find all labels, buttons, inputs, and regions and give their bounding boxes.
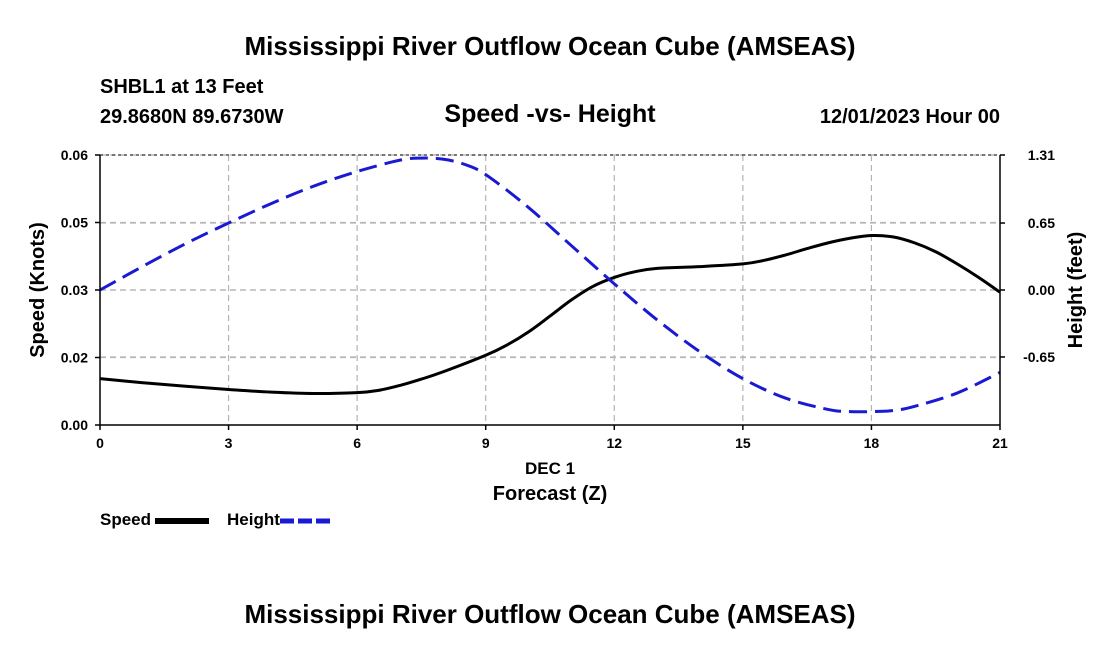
x-tick-label: 18 xyxy=(864,435,880,451)
forecast-date: 12/01/2023 Hour 00 xyxy=(819,106,1000,128)
y-left-tick-label: 0.06 xyxy=(61,147,88,163)
x-tick-label: 15 xyxy=(735,435,751,451)
station-label: SHBL1 at 13 Feet xyxy=(100,76,264,98)
legend-height-swatch xyxy=(279,518,334,524)
y-right-tick-label: -0.65 xyxy=(1023,349,1055,365)
y-axis-left-label: Speed (Knots) xyxy=(27,222,49,358)
x-axis-day-label: DEC 1 xyxy=(525,459,575,478)
y-right-tick-label: 1.31 xyxy=(1028,147,1055,163)
chart-title: Mississippi River Outflow Ocean Cube (AM… xyxy=(244,31,856,61)
footer-title: Mississippi River Outflow Ocean Cube (AM… xyxy=(244,599,856,629)
station-coordinates: 29.8680N 89.6730W xyxy=(100,106,284,128)
y-axis-right-label: Height (feet) xyxy=(1065,232,1087,349)
y-right-tick-label: 0.65 xyxy=(1028,215,1055,231)
speed-height-chart: 0 3 6 9 12 15 18 21 0.00 0.02 0.03 0.05 0.06 -0.65 0.0… xyxy=(27,147,1087,505)
y-left-tick-label: 0.00 xyxy=(61,417,88,433)
x-tick-label: 21 xyxy=(992,435,1008,451)
series-speed-line xyxy=(99,233,1001,396)
x-tick-label: 0 xyxy=(96,435,104,451)
legend: Speed Height xyxy=(100,510,334,530)
legend-speed-swatch xyxy=(155,518,210,524)
y-right-tick-label: 0.00 xyxy=(1028,282,1055,298)
series-layer xyxy=(99,156,1001,414)
legend-height-label: Height xyxy=(227,510,280,529)
series-height-line xyxy=(99,156,1001,414)
y-left-tick-label: 0.05 xyxy=(61,215,88,231)
chart-subtitle: Speed -vs- Height xyxy=(444,100,656,128)
x-tick-label: 3 xyxy=(225,435,233,451)
x-tick-label: 9 xyxy=(482,435,490,451)
y-left-tick-label: 0.02 xyxy=(61,350,88,366)
grid-layer xyxy=(100,154,1000,425)
y-left-tick-label: 0.03 xyxy=(61,282,88,298)
legend-speed-label: Speed xyxy=(100,510,152,529)
axis-layer: 0 3 6 9 12 15 18 21 0.00 0.02 0.03 0.05 0.06 -0.65 0.0… xyxy=(61,147,1055,451)
x-tick-label: 12 xyxy=(606,435,622,451)
x-tick-label: 6 xyxy=(353,435,361,451)
x-axis-label: Forecast (Z) xyxy=(493,483,607,505)
